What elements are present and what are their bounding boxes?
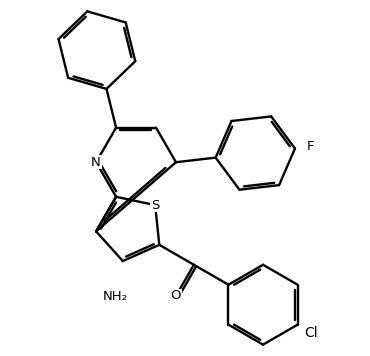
- Text: S: S: [151, 199, 159, 211]
- Text: Cl: Cl: [305, 326, 318, 340]
- Text: N: N: [91, 156, 101, 169]
- Text: O: O: [171, 289, 181, 302]
- Text: NH₂: NH₂: [103, 290, 128, 303]
- Text: F: F: [307, 140, 314, 153]
